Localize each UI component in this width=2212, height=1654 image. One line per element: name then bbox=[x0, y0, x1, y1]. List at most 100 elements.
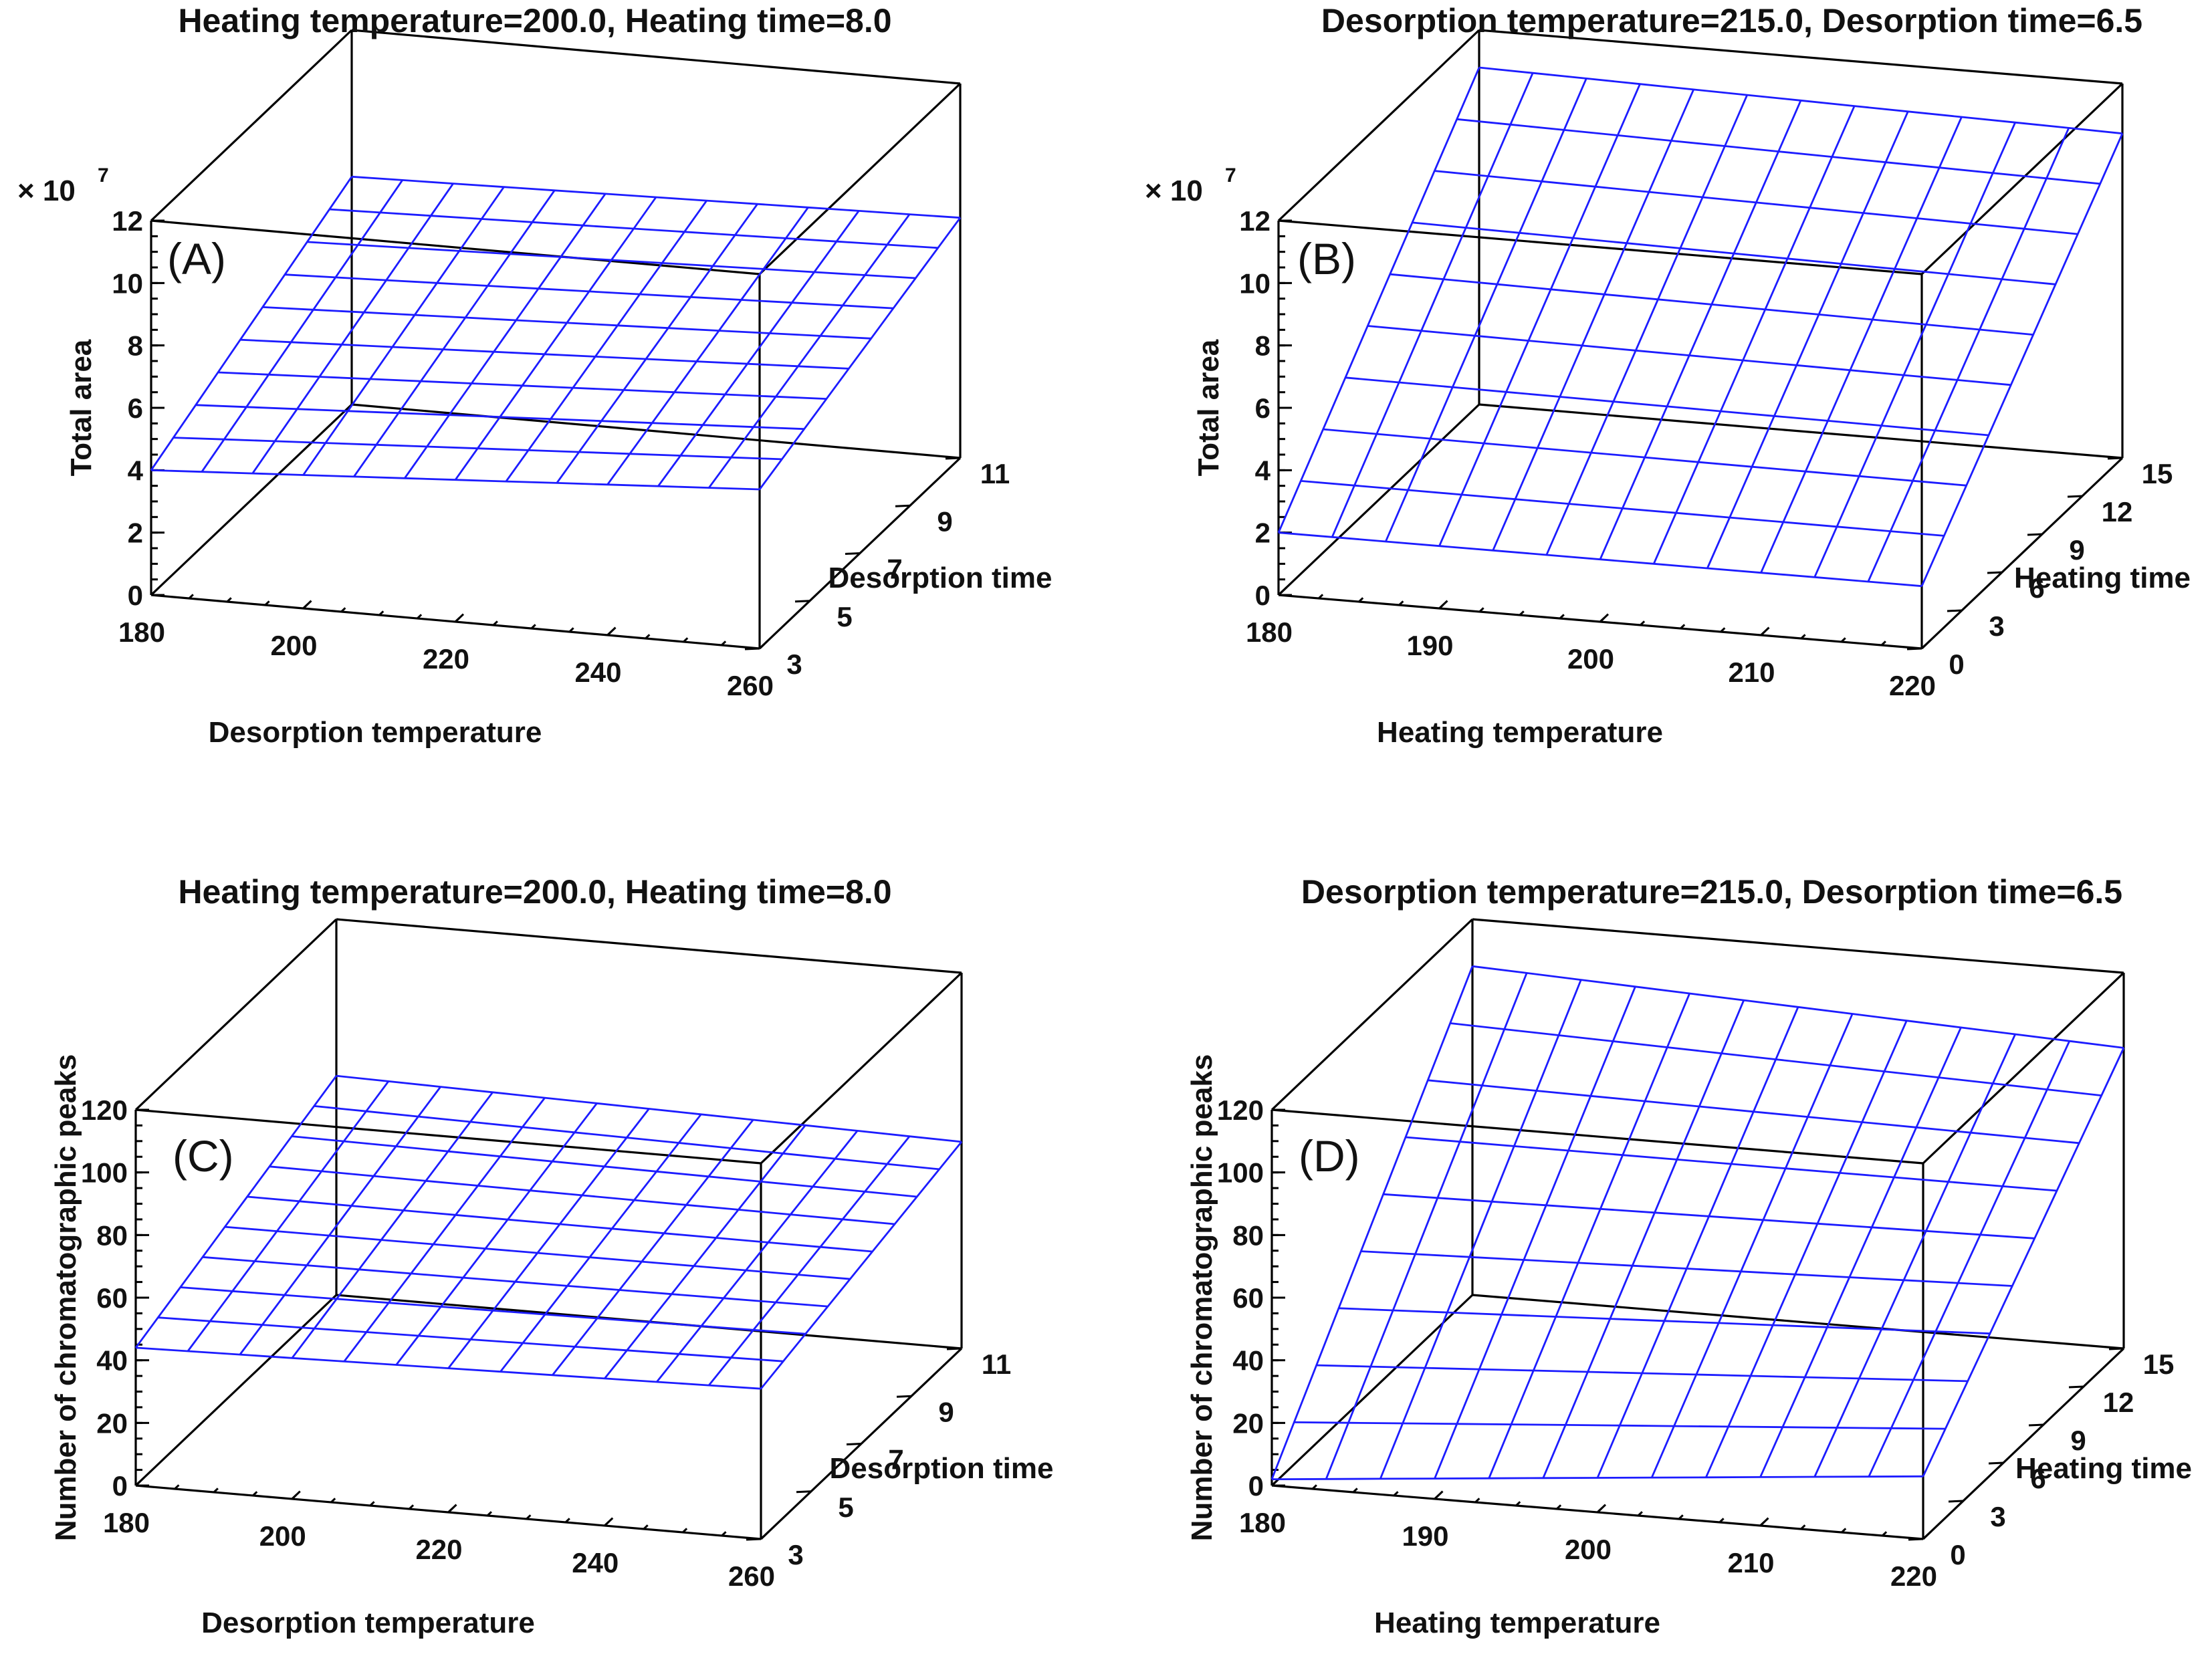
x-minor-tick bbox=[1880, 640, 1886, 646]
x-minor-tick bbox=[264, 600, 270, 606]
x-axis-label: Desorption temperature bbox=[201, 1607, 535, 1639]
panel-3: 180 190 200 210 22003691215020406080100120De… bbox=[1186, 873, 2192, 1639]
x-tick-label: 210 bbox=[1727, 1547, 1774, 1578]
x-tick-label: 260 bbox=[728, 1560, 775, 1592]
x-axis-label: Desorption temperature bbox=[209, 716, 542, 749]
x-minor-tick bbox=[682, 1528, 688, 1534]
x-minor-tick bbox=[454, 617, 461, 623]
z-tick-label: 20 bbox=[1232, 1407, 1264, 1439]
x-minor-tick bbox=[1474, 1498, 1480, 1504]
z-tick-label: 8 bbox=[128, 330, 143, 362]
y-tick-label: 5 bbox=[837, 601, 852, 632]
z-tick-label: 10 bbox=[1239, 267, 1270, 299]
box-edge bbox=[1472, 1294, 2124, 1350]
z-tick-label: 40 bbox=[96, 1345, 128, 1377]
z-axis-label: Number of chromatographic peaks bbox=[49, 1054, 82, 1542]
surface-gridline bbox=[353, 189, 556, 477]
z-tick-label: 6 bbox=[128, 392, 143, 424]
x-minor-tick bbox=[604, 1521, 610, 1527]
box-edge bbox=[351, 29, 961, 85]
box-edge bbox=[1922, 971, 2125, 1165]
x-tick-label: 180 bbox=[1246, 616, 1293, 648]
box-edge bbox=[1277, 29, 1480, 222]
surface-gridline bbox=[447, 1108, 650, 1369]
x-minor-tick bbox=[721, 1531, 727, 1537]
y-tick-mark bbox=[895, 504, 911, 507]
box-edge bbox=[150, 29, 353, 222]
x-minor-tick bbox=[1556, 1504, 1562, 1510]
z-tick-label: 8 bbox=[1255, 330, 1270, 362]
x-minor-tick bbox=[226, 597, 232, 603]
surface-gridline bbox=[708, 213, 911, 489]
y-tick-label: 3 bbox=[1990, 1501, 2005, 1532]
x-minor-tick bbox=[302, 604, 308, 610]
x-minor-tick bbox=[530, 624, 536, 630]
z-axis-label: Number of chromatographic peaks bbox=[1186, 1054, 1218, 1542]
surface-gridline bbox=[239, 1086, 441, 1355]
box-edge bbox=[760, 971, 963, 1165]
panel-1: 180 190 200 210 22003691215024681012Desorpti… bbox=[1145, 2, 2191, 749]
x-minor-tick bbox=[1559, 614, 1565, 620]
x-minor-tick bbox=[1318, 594, 1324, 600]
box-edge bbox=[1271, 1108, 1924, 1165]
x-minor-tick bbox=[683, 637, 689, 643]
x-minor-tick bbox=[1519, 610, 1525, 616]
x-minor-tick bbox=[526, 1514, 532, 1520]
surface-gridline bbox=[1706, 111, 1909, 569]
x-minor-tick bbox=[378, 610, 384, 616]
surface-gridline bbox=[1650, 1013, 1854, 1478]
y-tick-label: 3 bbox=[786, 648, 802, 680]
y-tick-mark bbox=[744, 647, 760, 651]
z-tick-label: 120 bbox=[1217, 1094, 1264, 1126]
panel-label: (A) bbox=[167, 234, 226, 283]
surface-gridline bbox=[1813, 1034, 2016, 1478]
surface-gridline bbox=[1922, 1047, 2125, 1477]
surface-gridline bbox=[604, 1125, 806, 1379]
surface-gridline bbox=[1438, 84, 1641, 547]
surface-gridline bbox=[1920, 133, 2124, 587]
y-tick-mark bbox=[1947, 609, 1963, 612]
box-edge bbox=[1478, 29, 2123, 85]
surface-gridline bbox=[1325, 972, 1528, 1480]
y-tick-label: 3 bbox=[1989, 610, 2004, 642]
x-minor-tick bbox=[1398, 600, 1404, 606]
z-tick-label: 80 bbox=[1232, 1219, 1264, 1251]
surface-gridline bbox=[1385, 78, 1587, 542]
box-edge bbox=[1922, 1347, 2125, 1540]
box-edge bbox=[1472, 918, 2124, 974]
y-tick-label: 15 bbox=[2143, 1348, 2175, 1380]
x-tick-label: 180 bbox=[1239, 1507, 1286, 1538]
surface-gridline bbox=[1868, 1040, 2071, 1478]
z-tick-label: 6 bbox=[1255, 392, 1270, 424]
box-edge bbox=[336, 918, 962, 974]
panel-0: 180 200 220 240 260 3 5 7 9 11 0 2 4 6 8 10 12 Heating te… bbox=[17, 2, 1052, 749]
y-tick-label: 11 bbox=[980, 458, 1010, 489]
surface-gridline bbox=[1813, 122, 2016, 578]
surface-gridline bbox=[657, 210, 860, 487]
box-edge bbox=[758, 82, 962, 275]
y-tick-mark bbox=[2027, 533, 2043, 536]
x-minor-tick bbox=[291, 1494, 297, 1500]
panel-2: 180 200 220 240 260 3 5 7 9 11 0 20 40 60 80 100 120 Heat… bbox=[49, 873, 1053, 1639]
x-minor-tick bbox=[330, 1498, 336, 1504]
x-minor-tick bbox=[340, 607, 346, 613]
x-minor-tick bbox=[417, 614, 423, 620]
panel-label: (B) bbox=[1297, 234, 1356, 283]
y-tick-mark bbox=[1906, 647, 1922, 651]
surface-gridline bbox=[1545, 94, 1749, 556]
x-tick-label: 240 bbox=[572, 1547, 619, 1578]
z-tick-label: 0 bbox=[112, 1470, 128, 1502]
z-tick-label: 20 bbox=[96, 1407, 128, 1439]
y-tick-mark bbox=[896, 1395, 912, 1398]
surface-gridline bbox=[1599, 100, 1802, 560]
x-minor-tick bbox=[1640, 620, 1646, 626]
x-minor-tick bbox=[1800, 634, 1806, 640]
z-tick-label: 0 bbox=[1255, 580, 1270, 611]
y-axis-label: Desorption time bbox=[828, 562, 1053, 594]
z-tick-label: 2 bbox=[128, 517, 143, 549]
x-minor-tick bbox=[1922, 1534, 1928, 1540]
box-edge bbox=[1920, 457, 2124, 650]
box-edge bbox=[351, 403, 961, 459]
y-tick-label: 9 bbox=[937, 505, 952, 537]
